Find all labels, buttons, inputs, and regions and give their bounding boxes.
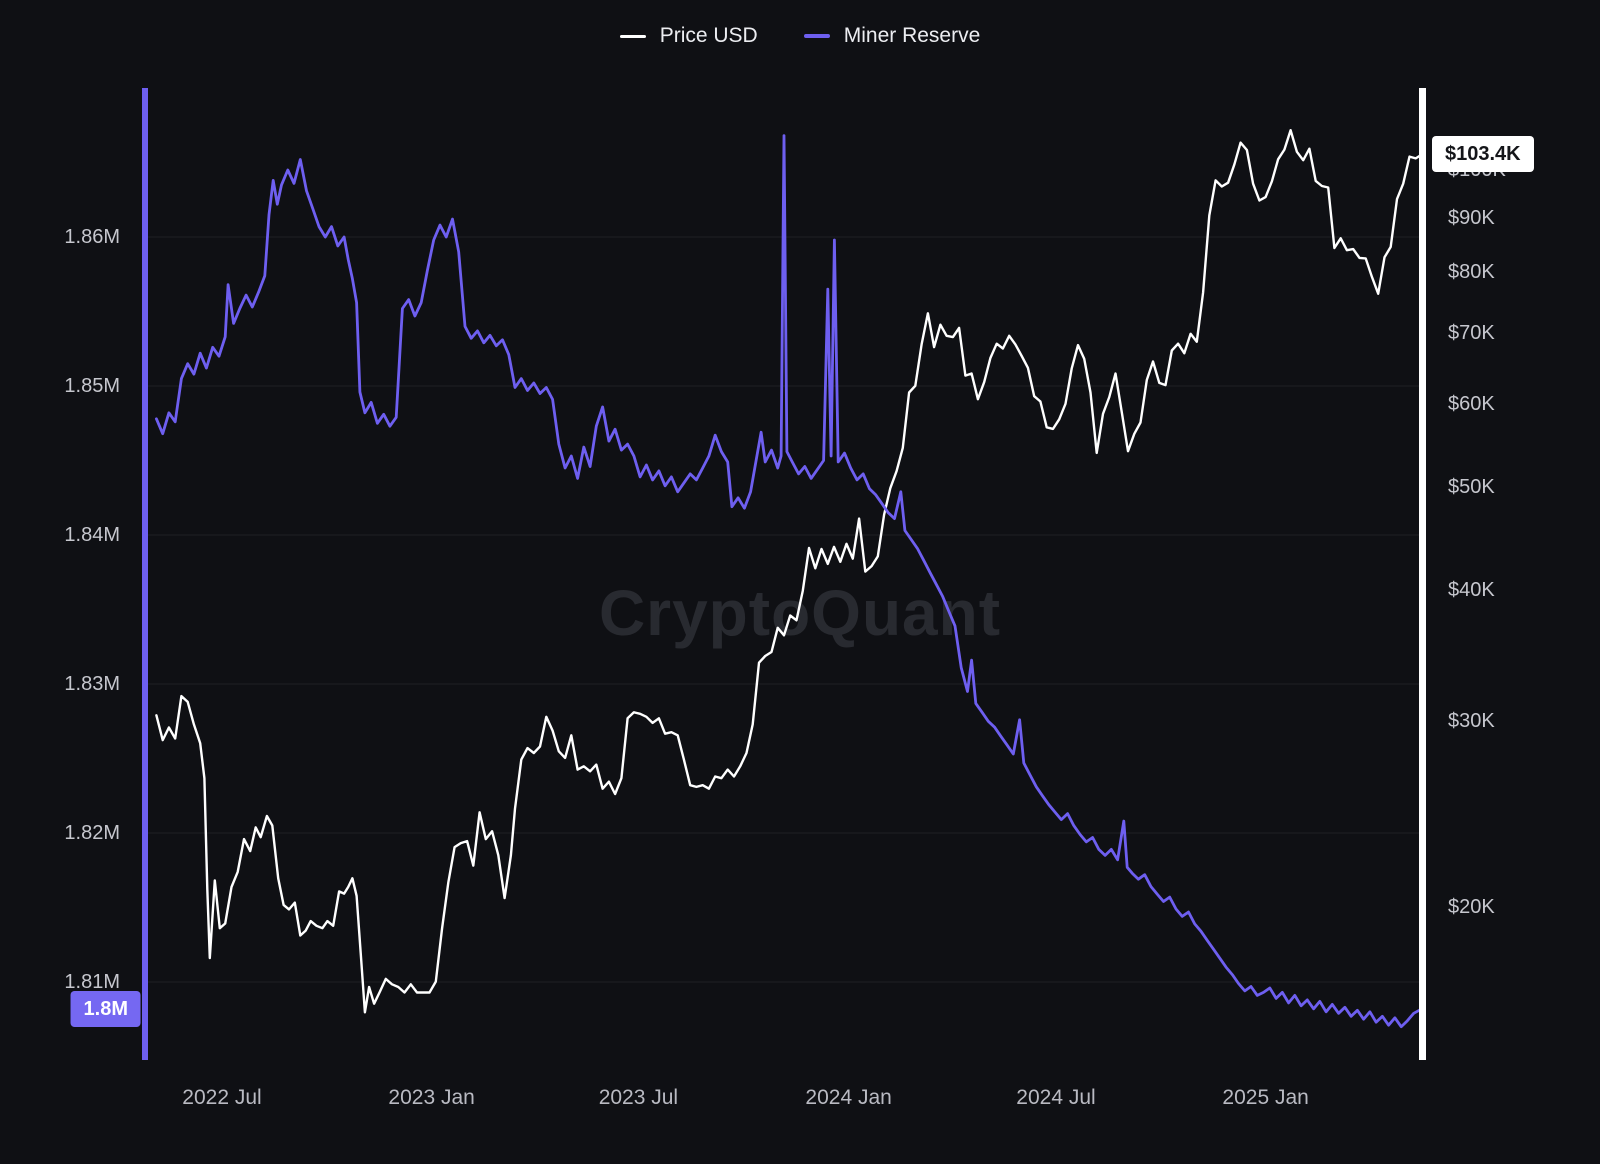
- right-axis-spine: [1419, 88, 1426, 1060]
- left-axis-spine: [142, 88, 148, 1060]
- chart-legend: Price USD Miner Reserve: [0, 24, 1600, 48]
- reserve-current-badge: 1.8M: [70, 990, 141, 1027]
- x-axis-tick: 2022 Jul: [182, 1086, 262, 1109]
- right-axis-tick: $50K: [1448, 476, 1495, 499]
- left-axis-tick: 1.84M: [64, 524, 120, 546]
- x-axis-tick: 2024 Jul: [1016, 1086, 1096, 1109]
- right-axis-tick: $60K: [1448, 392, 1495, 415]
- x-axis-tick: 2023 Jan: [388, 1086, 475, 1109]
- price-current-badge: $103.4K: [1432, 136, 1534, 173]
- left-axis-tick: 1.86M: [64, 226, 120, 248]
- left-axis-tick: 1.85M: [64, 375, 120, 397]
- right-axis-tick: $70K: [1448, 322, 1495, 345]
- x-axis-tick: 2025 Jan: [1222, 1086, 1309, 1109]
- x-axis-tick: 2023 Jul: [598, 1086, 679, 1109]
- legend-item-miner-reserve[interactable]: Miner Reserve: [803, 24, 981, 48]
- legend-label-price-usd: Price USD: [659, 24, 758, 47]
- left-axis-tick: 1.81M: [64, 971, 120, 993]
- right-axis-tick: $40K: [1448, 578, 1495, 601]
- price-usd-line[interactable]: [155, 129, 1424, 1014]
- left-axis-tick: 1.83M: [64, 673, 120, 695]
- miner-reserve-line-swatch: [803, 34, 830, 38]
- right-axis-tick: $80K: [1448, 260, 1495, 283]
- right-axis-tick: $30K: [1448, 710, 1495, 733]
- left-axis-tick: 1.82M: [64, 822, 120, 844]
- right-axis-tick: $20K: [1448, 896, 1495, 919]
- miner-reserve-line[interactable]: [155, 134, 1424, 1029]
- cryptoquant-watermark: CryptoQuant: [598, 577, 1002, 649]
- legend-label-miner-reserve: Miner Reserve: [843, 24, 981, 47]
- legend-item-price-usd[interactable]: Price USD: [619, 24, 758, 48]
- right-axis-tick: $90K: [1448, 207, 1495, 229]
- x-axis-tick: 2024 Jan: [805, 1086, 892, 1109]
- price-line-swatch: [619, 34, 646, 38]
